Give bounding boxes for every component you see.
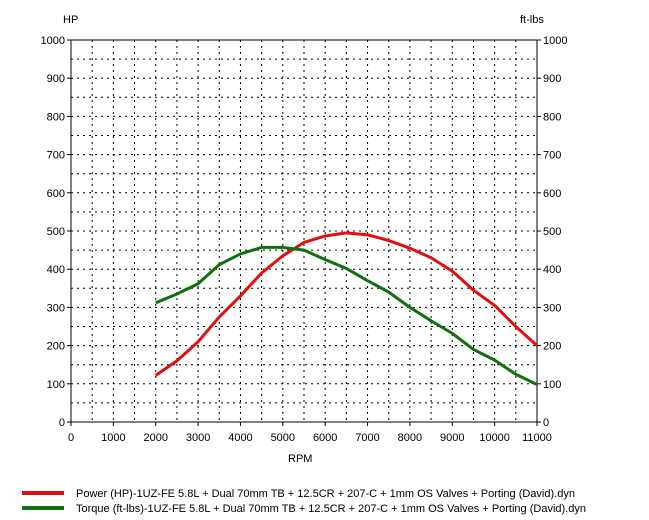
y-axis-left-label: HP (63, 14, 78, 26)
torque-line (155, 245, 538, 386)
y-tick-label-left: 1000 (41, 35, 65, 47)
x-tick-label: 2000 (143, 432, 167, 444)
y-tick-label-right: 100 (543, 379, 561, 391)
x-axis-label: RPM (288, 453, 312, 465)
power-line (154, 231, 539, 377)
y-tick-label-right: 600 (543, 188, 561, 200)
y-tick-label-right: 900 (543, 73, 561, 85)
legend: Power (HP)-1UZ-FE 5.8L + Dual 70mm TB + … (22, 488, 586, 515)
y-tick-label-left: 0 (59, 417, 65, 429)
y-axis-right-label: ft-lbs (520, 14, 544, 26)
y-tick-label-right: 0 (543, 417, 549, 429)
y-tick-label-left: 100 (47, 379, 65, 391)
y-tick-label-right: 300 (543, 302, 561, 314)
x-tick-label: 1000 (101, 432, 125, 444)
y-tick-label-left: 500 (47, 226, 65, 238)
y-tick-label-right: 400 (543, 264, 561, 276)
tick-labels: 0 1000 2000 3000 4000 5000 6000 7000 8000 9000 100… (41, 35, 568, 444)
y-tick-label-right: 1000 (543, 35, 567, 47)
y-tick-label-left: 900 (47, 73, 65, 85)
torque-legend-label: Torque (ft-lbs)-1UZ-FE 5.8L + Dual 70mm … (76, 503, 586, 515)
y-tick-label-left: 700 (47, 150, 65, 162)
x-tick-label: 9000 (440, 432, 464, 444)
series-lines (154, 231, 539, 386)
x-tick-label: 7000 (355, 432, 379, 444)
grid (71, 40, 537, 422)
y-tick-label-right: 200 (543, 341, 561, 353)
x-tick-label: 5000 (271, 432, 295, 444)
power-legend-label: Power (HP)-1UZ-FE 5.8L + Dual 70mm TB + … (76, 488, 575, 500)
x-tick-label: 11000 (522, 432, 552, 444)
axes (67, 39, 541, 426)
x-tick-label: 0 (68, 432, 74, 444)
x-tick-label: 8000 (398, 432, 422, 444)
y-tick-label-right: 800 (543, 111, 561, 123)
y-tick-label-right: 500 (543, 226, 561, 238)
x-tick-label: 4000 (228, 432, 252, 444)
y-tick-label-left: 400 (47, 264, 65, 276)
x-tick-label: 3000 (186, 432, 210, 444)
y-tick-label-left: 300 (47, 302, 65, 314)
x-tick-label: 6000 (313, 432, 337, 444)
y-tick-label-left: 600 (47, 188, 65, 200)
x-tick-label: 10000 (479, 432, 510, 444)
y-tick-label-left: 200 (47, 341, 65, 353)
y-tick-label-right: 700 (543, 150, 561, 162)
y-tick-label-left: 800 (47, 111, 65, 123)
